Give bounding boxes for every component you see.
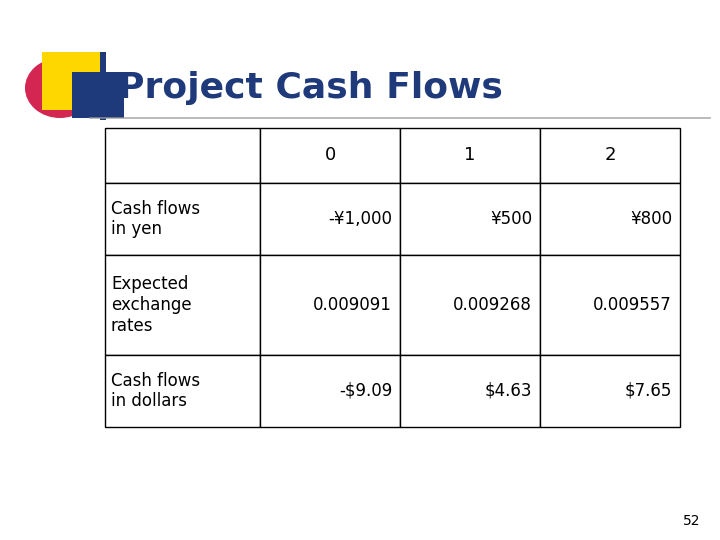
Bar <box>540 128 680 183</box>
Text: 0.009268: 0.009268 <box>453 296 532 314</box>
Text: ¥800: ¥800 <box>630 210 672 228</box>
Text: ¥500: ¥500 <box>490 210 532 228</box>
Bar <box>260 128 400 183</box>
Bar <box>540 183 680 255</box>
Bar <box>260 355 400 427</box>
Bar <box>540 355 680 427</box>
Text: Expected
exchange
rates: Expected exchange rates <box>111 275 192 335</box>
Bar <box>260 183 400 255</box>
Text: -$9.09: -$9.09 <box>338 382 392 400</box>
Bar <box>105 183 260 255</box>
Text: 0.009091: 0.009091 <box>313 296 392 314</box>
Bar <box>105 255 260 355</box>
Text: -¥1,000: -¥1,000 <box>328 210 392 228</box>
Ellipse shape <box>25 58 95 118</box>
Bar <box>105 128 260 183</box>
Text: 0.009557: 0.009557 <box>593 296 672 314</box>
Text: 2: 2 <box>604 146 616 165</box>
Bar <box>540 255 680 355</box>
Bar <box>100 52 106 120</box>
Bar <box>260 255 400 355</box>
Bar <box>105 355 260 427</box>
Bar <box>42 52 104 110</box>
Bar <box>400 255 540 355</box>
Bar <box>400 183 540 255</box>
Text: Cash flows
in dollars: Cash flows in dollars <box>111 372 200 410</box>
Text: 1: 1 <box>464 146 476 165</box>
Text: $7.65: $7.65 <box>625 382 672 400</box>
Text: Cash flows
in yen: Cash flows in yen <box>111 200 200 238</box>
Text: Project Cash Flows: Project Cash Flows <box>118 71 503 105</box>
Bar <box>400 355 540 427</box>
Bar <box>72 72 124 118</box>
Text: $4.63: $4.63 <box>485 382 532 400</box>
Text: 0: 0 <box>325 146 336 165</box>
Text: 52: 52 <box>683 514 700 528</box>
Bar <box>400 128 540 183</box>
